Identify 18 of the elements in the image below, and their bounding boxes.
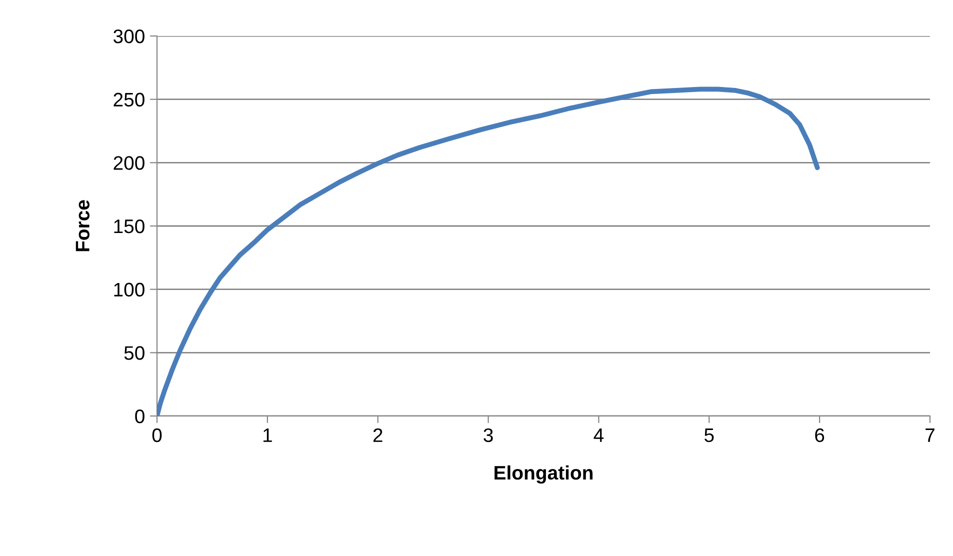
line-series [157,86,820,416]
y-tick-label: 50 [124,346,144,360]
x-tick-label: 6 [815,428,824,442]
y-tick-label: 100 [114,282,144,297]
y-axis-title: Force [76,200,90,252]
x-tick-label: 5 [704,428,714,442]
x-tick-label: 3 [484,428,493,442]
x-tick-label: 1 [264,428,272,442]
x-tick-label: 7 [926,428,934,442]
y-tick-label: 300 [113,29,144,44]
x-tick-label: 4 [594,428,604,442]
x-tick-label: 0 [152,428,162,442]
y-tick-label: 250 [114,92,144,107]
x-tick-label: 2 [373,428,382,442]
y-tick-label: 150 [114,219,144,234]
y-tick-label: 0 [135,409,144,424]
x-axis-title: Elongation [494,465,593,484]
y-tick-label: 200 [114,156,144,170]
